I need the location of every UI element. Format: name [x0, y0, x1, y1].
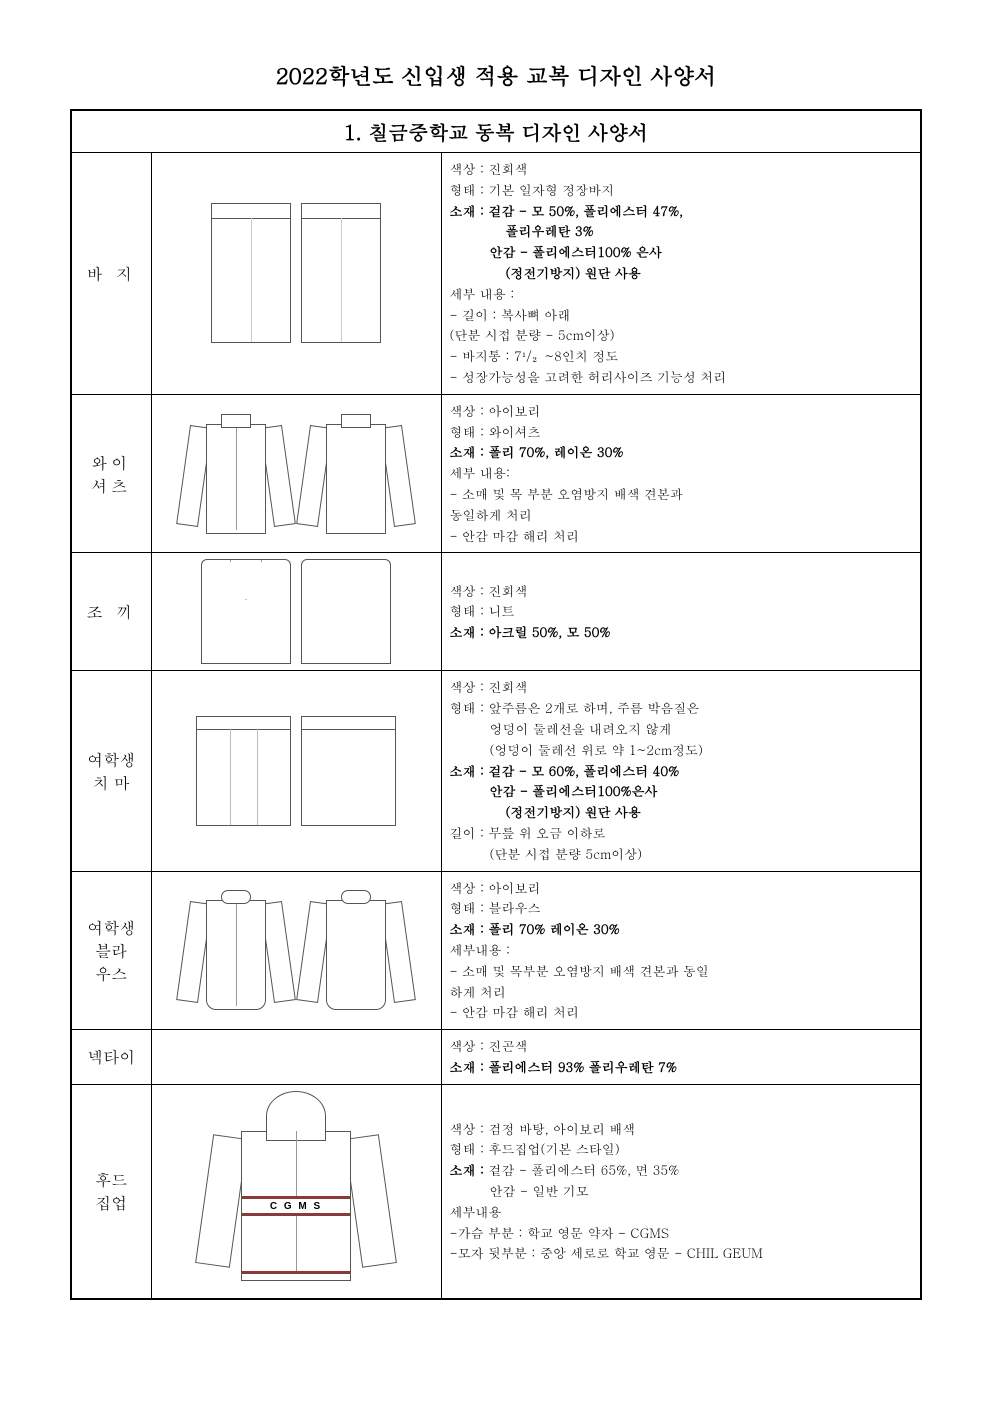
sketch-cell-hoodie: C G M S [151, 1084, 441, 1299]
spec-cell-pants: 색상 : 진회색형태 : 기본 일자형 정장바지소재 : 겉감 - 모 50%,… [441, 153, 921, 395]
pants-front-icon [211, 203, 291, 343]
spec-cell-vest: 색상 : 진회색형태 : 니트소재 : 아크릴 50%, 모 50% [441, 553, 921, 671]
vest-front-icon [201, 559, 291, 664]
shirt-front-icon [181, 414, 291, 534]
shirt-back-icon [301, 414, 411, 534]
spec-cell-shirt: 색상 : 아이보리형태 : 와이셔츠소재 : 폴리 70%, 레이온 30%세부… [441, 394, 921, 553]
sketch-cell-blouse [151, 871, 441, 1030]
blouse-front-icon [181, 890, 291, 1010]
item-label-necktie: 넥타이 [71, 1030, 151, 1085]
skirt-back-icon [301, 716, 396, 826]
skirt-front-icon [196, 716, 291, 826]
sketch-cell-skirt [151, 671, 441, 871]
table-row: 조 끼 색상 : 진회색형태 : 니트소재 : 아크릴 50%, 모 50% [71, 553, 921, 671]
item-label-shirt: 와이셔츠 [71, 394, 151, 553]
hoodie-logo-text: C G M S [242, 1196, 350, 1216]
blouse-back-icon [301, 890, 411, 1010]
item-label-blouse: 여학생블라우스 [71, 871, 151, 1030]
sketch-cell-necktie [151, 1030, 441, 1085]
table-row: 여학생치 마 색상 : 진회색형태 : 앞주름은 2개로 하며, 주름 박음질은… [71, 671, 921, 871]
table-row: 바 지 색상 : 진회색형태 : 기본 일자형 정장바지소재 : 겉감 - 모 … [71, 153, 921, 395]
item-label-hoodie: 후드집업 [71, 1084, 151, 1299]
table-row: 넥타이 색상 : 진곤색소재 : 폴리에스터 93% 폴리우레탄 7% [71, 1030, 921, 1085]
table-row: 여학생블라우스 색상 : 아이보리형태 : 블라우스소재 : 폴리 70% 레이… [71, 871, 921, 1030]
sketch-cell-vest [151, 553, 441, 671]
item-label-pants: 바 지 [71, 153, 151, 395]
pants-back-icon [301, 203, 381, 343]
hoodie-icon: C G M S [196, 1091, 396, 1291]
section-header: 1. 칠금중학교 동복 디자인 사양서 [71, 110, 921, 153]
spec-table: 1. 칠금중학교 동복 디자인 사양서 바 지 색상 : 진회색형태 : 기본 … [70, 109, 922, 1300]
sketch-cell-shirt [151, 394, 441, 553]
spec-cell-blouse: 색상 : 아이보리형태 : 블라우스소재 : 폴리 70% 레이온 30%세부내… [441, 871, 921, 1030]
vest-back-icon [301, 559, 391, 664]
item-label-vest: 조 끼 [71, 553, 151, 671]
item-label-skirt: 여학생치 마 [71, 671, 151, 871]
document-title: 2022학년도 신입생 적용 교복 디자인 사양서 [70, 60, 922, 91]
table-row: 와이셔츠 색상 : 아이보리형태 : 와이셔츠소재 : 폴리 70%, 레이온 … [71, 394, 921, 553]
spec-cell-skirt: 색상 : 진회색형태 : 앞주름은 2개로 하며, 주름 박음질은엉덩이 둘레선… [441, 671, 921, 871]
spec-cell-hoodie: 색상 : 검정 바탕, 아이보리 배색형태 : 후드집업(기본 스타일)소재 :… [441, 1084, 921, 1299]
spec-cell-necktie: 색상 : 진곤색소재 : 폴리에스터 93% 폴리우레탄 7% [441, 1030, 921, 1085]
sketch-cell-pants [151, 153, 441, 395]
table-row: 후드집업 C G M S 색상 : 검정 바탕, 아이보리 배색형태 : 후드집… [71, 1084, 921, 1299]
